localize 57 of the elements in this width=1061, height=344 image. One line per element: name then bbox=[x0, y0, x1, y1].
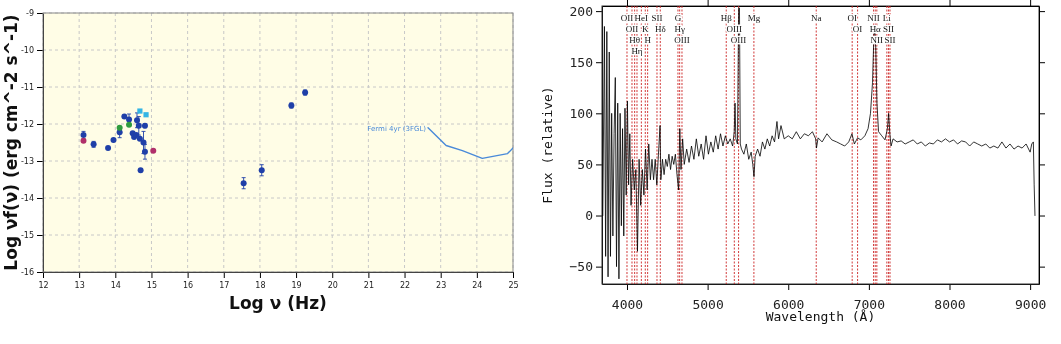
x-tick-label: 16 bbox=[183, 281, 194, 291]
x-tick-label: 4000 bbox=[611, 296, 644, 312]
ref-line-label: Hη bbox=[631, 46, 643, 56]
y-tick-label: -10 bbox=[20, 46, 34, 56]
y-tick-label: -12 bbox=[20, 120, 34, 130]
y-tick-label: −50 bbox=[569, 259, 593, 275]
x-tick-label: 17 bbox=[219, 281, 230, 291]
y-tick-label: 50 bbox=[577, 157, 593, 173]
ref-line-label: NII bbox=[867, 13, 880, 23]
y-tick-label: 100 bbox=[569, 105, 593, 121]
x-tick-label: 23 bbox=[436, 281, 447, 291]
ref-line-label: OIII bbox=[674, 35, 690, 45]
ref-line-label: OI bbox=[852, 24, 863, 34]
x-tick-label: 8000 bbox=[934, 296, 966, 312]
ref-line-label: Na bbox=[810, 13, 822, 23]
x-tick-label: 5000 bbox=[692, 296, 724, 312]
x-tick-label: 25 bbox=[508, 281, 519, 291]
y-tick-label: -11 bbox=[20, 83, 34, 93]
x-tick-label: 14 bbox=[110, 281, 121, 291]
ref-line-label: K bbox=[642, 24, 650, 34]
x-tick-label: 19 bbox=[291, 281, 302, 291]
x-tick-label: 12 bbox=[38, 281, 49, 291]
x-axis-title: Log ν (Hz) bbox=[229, 293, 327, 313]
x-tick-label: 20 bbox=[327, 281, 338, 291]
x-tick-label: 21 bbox=[363, 281, 374, 291]
ref-line-label: H bbox=[644, 35, 652, 45]
x-tick-label: 24 bbox=[472, 281, 483, 291]
x-tick-label: 9000 bbox=[1014, 296, 1047, 312]
ref-line-label: SII bbox=[884, 35, 896, 45]
ref-line-label: HeI bbox=[634, 13, 649, 23]
ref-line-label: SII bbox=[651, 13, 663, 23]
x-tick-label: 18 bbox=[255, 281, 266, 291]
x-tick-label: 13 bbox=[74, 281, 85, 291]
ref-line-label: G bbox=[674, 13, 682, 23]
ref-line-label: Hδ bbox=[654, 24, 666, 34]
x-tick-label: 22 bbox=[399, 281, 411, 291]
y-tick-label: -15 bbox=[20, 231, 34, 241]
ref-line-label: Hγ bbox=[674, 24, 685, 34]
y-tick-label: -13 bbox=[20, 157, 34, 167]
y-tick-label: 200 bbox=[569, 3, 593, 19]
y-tick-label: -14 bbox=[20, 194, 34, 204]
ref-line-label: Hθ bbox=[629, 35, 641, 45]
x-tick-label: 6000 bbox=[773, 296, 805, 312]
ref-line-label: OII bbox=[620, 13, 634, 23]
ref-line-label: OII bbox=[625, 24, 639, 34]
ref-line-label: OI bbox=[847, 13, 857, 23]
ref-line-label: Mg bbox=[747, 13, 761, 23]
ref-line-label: Li bbox=[882, 13, 892, 23]
y-tick-label: 0 bbox=[585, 208, 593, 224]
y-tick-label: -9 bbox=[26, 9, 34, 19]
y-tick-label: -16 bbox=[20, 268, 34, 278]
x-tick-label: 15 bbox=[146, 281, 158, 291]
ref-line-label: SII bbox=[883, 24, 895, 34]
ref-line-label: Hβ bbox=[720, 13, 733, 23]
y-axis-title: Flux (relative) bbox=[540, 86, 555, 204]
y-axis-title: Log νf(ν) (erg cm^-2 s^-1) bbox=[1, 14, 21, 271]
y-tick-label: 150 bbox=[569, 54, 593, 70]
